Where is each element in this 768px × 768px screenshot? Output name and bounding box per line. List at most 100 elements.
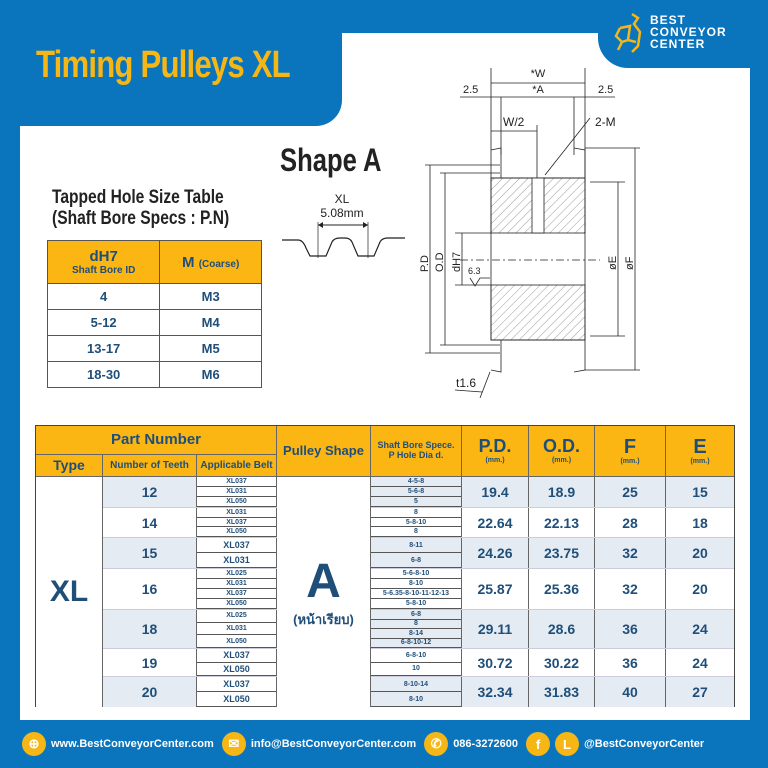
belt-code: XL037 (197, 538, 276, 553)
logo-text: BEST CONVEYOR CENTER (650, 13, 727, 51)
header-belt: Applicable Belt (197, 455, 277, 477)
f-value: 25 (595, 477, 666, 507)
pulley-shape-value: A (หน้าเรียบ) (277, 477, 371, 707)
header-pd: P.D. (mm.) (462, 426, 529, 477)
od-value: 30.22 (529, 649, 595, 676)
bore-spec: 5-6-8-10 (371, 569, 461, 579)
belt-code: XL050 (197, 599, 276, 609)
svg-text:t1.6: t1.6 (456, 376, 476, 390)
phone-icon: ✆ (424, 732, 449, 756)
header-pulley-shape: Pulley Shape (277, 426, 371, 477)
table-row: 16 XL025 XL031 XL037 XL050 5-6-8-10 8-10 5-6.35… (36, 569, 734, 610)
svg-text:6.3: 6.3 (468, 266, 481, 276)
belt-code: XL037 (197, 517, 276, 528)
tapped-table-title: Tapped Hole Size Table (Shaft Bore Specs … (52, 187, 230, 229)
od-value: 28.6 (529, 610, 595, 648)
header-od: O.D. (mm.) (529, 426, 595, 477)
header-e: E (mm.) (666, 426, 734, 477)
belt-code: XL031 (197, 579, 276, 589)
bore-spec: 8-10-14 (371, 677, 461, 692)
bore-list: 4-5-8 5-6-8 5 (371, 477, 462, 507)
f-value: 28 (595, 508, 666, 537)
e-value: 24 (692, 621, 708, 637)
bore-id: 13-17 (46, 335, 161, 362)
tapped-row: 13-17 M5 (46, 335, 262, 362)
bore-spec: 6-8-10-12 (371, 638, 461, 648)
svg-text:2.5: 2.5 (463, 84, 478, 96)
header-teeth: Number of Teeth (103, 455, 197, 477)
belt-code: XL031 (197, 508, 276, 518)
bore-list: 8 5-8-10 8 (371, 508, 462, 538)
line-icon[interactable]: L (555, 732, 580, 756)
f-value: 40 (595, 677, 666, 707)
belt-code: XL025 (197, 569, 276, 579)
tapped-row: 18-30 M6 (46, 361, 262, 388)
table-row: 15 XL037 XL031 8-11 6-8 24.26 23.75 32 20 (36, 538, 734, 569)
facebook-icon[interactable]: f (526, 732, 551, 756)
belt-code: XL050 (197, 497, 276, 507)
website-link[interactable]: www.BestConveyorCenter.com (51, 738, 214, 750)
f-value: 36 (595, 610, 666, 648)
bore-spec: 5 (371, 497, 461, 507)
svg-text:XL: XL (335, 192, 350, 206)
pd-value: 19.4 (462, 477, 529, 507)
svg-text:*W: *W (531, 68, 546, 80)
pd-value: 30.72 (462, 649, 529, 676)
header-bore: Shaft Bore Spece. P Hole Dia d. (371, 426, 462, 477)
bore-spec: 6-8 (371, 610, 461, 620)
svg-text:O.D: O.D (434, 252, 446, 272)
thread-size: M6 (159, 361, 262, 388)
col-m: M (Coarse) (159, 240, 262, 284)
svg-text:P.D: P.D (419, 255, 431, 272)
bore-spec: 8-10 (371, 579, 461, 589)
tapped-hole-table: dH7 Shaft Bore ID M (Coarse) 4 M3 5-12 M4 13-… (46, 240, 262, 388)
header-f: F (mm.) (595, 426, 666, 477)
svg-text:2-M: 2-M (595, 115, 616, 129)
thread-size: M4 (159, 309, 262, 336)
teeth-count: 16 (103, 569, 197, 609)
header-type: Type (36, 455, 103, 477)
shape-title: Shape A (280, 142, 382, 178)
bore-spec: 4-5-8 (371, 477, 461, 487)
email-link[interactable]: info@BestConveyorCenter.com (250, 738, 417, 750)
f-value: 32 (595, 569, 666, 609)
teeth-count: 12 (103, 477, 197, 507)
e-value: 18 (692, 514, 708, 531)
table-row: 12 XL037 XL031 XL050 4-5-8 5-6-8 5 19.4 18.9 25 15 (36, 477, 734, 508)
footer: ⊕ www.BestConveyorCenter.com ✉ info@BestCo… (0, 728, 768, 760)
table-row: 14 XL031 XL037 XL050 8 5-8-10 8 22.64 22.13 28 18 (36, 508, 734, 538)
header-part-number: Part Number (36, 426, 277, 455)
bore-id: 18-30 (46, 361, 161, 388)
logo-block (598, 0, 768, 68)
tapped-row: 4 M3 (46, 283, 262, 310)
bore-list: 8-11 6-8 (371, 538, 462, 568)
bore-spec: 5-8-10 (371, 599, 461, 609)
belt-list: XL037 XL050 (197, 677, 277, 707)
pd-value: 32.34 (462, 677, 529, 707)
e-value: 20 (692, 581, 708, 597)
bore-spec: 6-8-10 (371, 649, 461, 663)
bore-id: 5-12 (46, 309, 161, 336)
belt-code: XL037 (197, 477, 276, 487)
belt-list: XL031 XL037 XL050 (197, 508, 277, 538)
f-value: 32 (595, 538, 666, 568)
bore-spec: 8 (371, 619, 461, 629)
belt-list: XL037 XL031 XL050 (197, 477, 277, 507)
belt-code: XL050 (197, 635, 276, 649)
bore-spec: 5-8-10 (371, 517, 461, 528)
teeth-count: 14 (103, 508, 197, 537)
belt-tooth-profile: XL 5.08mm (282, 192, 405, 258)
bore-spec: 5-6-8 (371, 487, 461, 497)
bore-list: 6-8 8 8-14 6-8-10-12 (371, 610, 462, 648)
bore-spec: 10 (371, 662, 461, 676)
tapped-row: 5-12 M4 (46, 309, 262, 336)
od-value: 18.9 (529, 477, 595, 507)
pd-value: 25.87 (462, 569, 529, 609)
svg-text:2.5: 2.5 (598, 84, 613, 96)
phone-number[interactable]: 086-3272600 (453, 738, 519, 750)
table-row: 18 XL025 XL031 XL050 6-8 8 8-14 6-8-10-12 29.11 2… (36, 610, 734, 649)
belt-code: XL031 (197, 622, 276, 636)
pulley-drawing: *W *A 2.5 2.5 W/2 2-M P.D O.D dH7 6.3 øE… (419, 68, 640, 399)
belt-code: XL037 (197, 649, 276, 663)
bore-list: 8-10-14 8-10 (371, 677, 462, 707)
